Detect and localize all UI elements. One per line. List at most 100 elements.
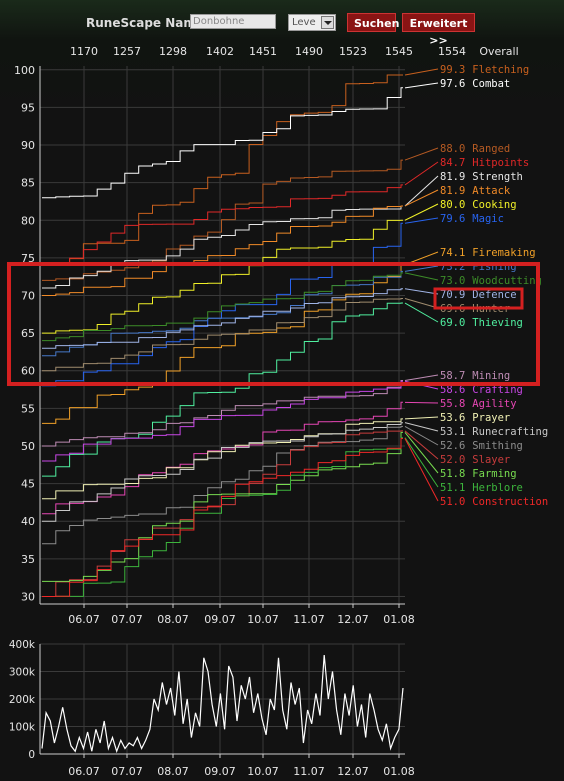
- sub-y-tick-label: 200k: [9, 694, 36, 706]
- legend-name: Cooking: [472, 199, 516, 211]
- advanced-button[interactable]: Erweitert >>: [402, 13, 475, 47]
- legend-value: 51.0: [440, 496, 465, 508]
- leader-line: [404, 422, 439, 432]
- legend-entry: 53.1 Runecrafting: [440, 426, 548, 438]
- legend-entry: 84.7 Hitpoints: [440, 157, 529, 169]
- skill-select[interactable]: Leve: [288, 14, 336, 31]
- legend-entry: 69.0 Thieving: [440, 317, 523, 329]
- y-tick-label: 70: [21, 289, 35, 302]
- sub-x-tick-label: 10.07: [247, 765, 279, 778]
- legend-entry: 81.9 Strength: [440, 171, 523, 183]
- series-line: [42, 380, 403, 447]
- legend-entry: 80.0 Cooking: [440, 199, 517, 211]
- chevron-down-icon[interactable]: [321, 16, 334, 29]
- legend-entry: 73.0 Woodcutting: [440, 275, 542, 287]
- legend-name: Hitpoints: [472, 157, 529, 169]
- legend-name: Slayer: [472, 454, 510, 466]
- leader-line: [404, 302, 439, 323]
- x-tick-label: 12.07: [337, 613, 369, 626]
- sub-x-tick-label: 01.08: [383, 765, 415, 778]
- legend-value: 81.9: [440, 171, 465, 183]
- legend-value: 58.7: [440, 370, 465, 382]
- leader-line: [404, 432, 439, 474]
- search-button[interactable]: Suchen: [347, 13, 399, 32]
- legend-name: Defence: [472, 289, 516, 301]
- legend-entry: 55.8 Agility: [440, 398, 517, 410]
- legend-entry: 88.0 Ranged: [440, 143, 510, 155]
- series-line: [42, 74, 403, 266]
- series-line: [42, 430, 403, 597]
- legend-value: 53.1: [440, 426, 465, 438]
- top-tick-label: 1451: [249, 45, 277, 58]
- series-line: [42, 422, 403, 522]
- legend-value: 51.1: [440, 482, 465, 494]
- leader-line: [404, 416, 439, 420]
- sub-y-tick-label: 300k: [9, 667, 36, 679]
- legend-entry: 52.6 Smithing: [440, 440, 523, 452]
- series-line: [42, 418, 403, 500]
- sub-x-tick-label: 11.07: [293, 765, 325, 778]
- legend-value: 97.6: [440, 78, 465, 90]
- top-tick-label: 1523: [339, 45, 367, 58]
- y-tick-label: 55: [21, 402, 35, 415]
- y-tick-label: 50: [21, 440, 35, 453]
- leader-line: [404, 82, 439, 89]
- x-tick-label: 11.07: [293, 613, 325, 626]
- legend-value: 81.9: [440, 185, 465, 197]
- name-input[interactable]: [190, 14, 276, 29]
- series-line: [42, 272, 403, 342]
- series-line: [42, 298, 403, 372]
- top-tick-label: 1490: [295, 45, 323, 58]
- legend-entry: 52.0 Slayer: [440, 454, 510, 466]
- series-line: [42, 380, 403, 462]
- x-tick-label: 09.07: [204, 613, 236, 626]
- x-tick-label: 01.08: [383, 613, 415, 626]
- legend-value: 88.0: [440, 143, 465, 155]
- search-bar: RuneScape Name: Leve Suchen Erweitert >>: [0, 10, 564, 47]
- y-tick-label: 65: [21, 327, 35, 340]
- x-tick-label: 07.07: [111, 613, 143, 626]
- y-tick-label: 95: [21, 101, 35, 114]
- y-tick-label: 85: [21, 177, 35, 190]
- leader-line: [404, 217, 439, 224]
- sub-x-tick-label: 06.07: [68, 765, 100, 778]
- legend-entry: 70.9 Defence: [440, 289, 517, 301]
- legend-value: 99.3: [440, 64, 465, 76]
- legend-value: 74.1: [440, 247, 465, 259]
- series-line: [42, 219, 403, 334]
- legend-entry: 81.9 Attack: [440, 185, 511, 197]
- legend-entry: 53.6 Prayer: [440, 412, 510, 424]
- sub-y-tick-label: 100k: [9, 722, 36, 734]
- series-line: [42, 270, 403, 357]
- leader-line: [404, 68, 439, 76]
- leader-line: [404, 288, 439, 295]
- legend-value: 52.6: [440, 440, 465, 452]
- legend-entry: 97.6 Combat: [440, 78, 510, 90]
- legend-value: 73.0: [440, 275, 465, 287]
- sub-x-tick-label: 07.07: [111, 765, 143, 778]
- legend-name: Thieving: [472, 317, 523, 329]
- legend-name: Attack: [472, 185, 511, 197]
- sub-x-tick-label: 09.07: [204, 765, 236, 778]
- legend-entry: 58.7 Mining: [440, 370, 510, 382]
- highlight-box: [7, 262, 540, 386]
- series-line: [42, 184, 403, 266]
- sub-y-tick-label: 0: [28, 749, 35, 761]
- legend-value: 55.8: [440, 398, 465, 410]
- legend-name: Prayer: [472, 412, 510, 424]
- series-line: [42, 302, 403, 477]
- leader-line: [404, 438, 439, 502]
- legend-name: Woodcutting: [472, 275, 542, 287]
- leader-line: [404, 265, 439, 272]
- y-tick-label: 35: [21, 553, 35, 566]
- y-tick-label: 45: [21, 478, 35, 491]
- legend-name: Agility: [472, 398, 516, 410]
- y-tick-label: 90: [21, 139, 35, 152]
- leader-line: [404, 298, 439, 309]
- legend-value: 84.7: [440, 157, 465, 169]
- leader-line: [404, 425, 439, 446]
- legend-value: 70.9: [440, 289, 465, 301]
- legend-name: Ranged: [472, 143, 510, 155]
- top-tick-label: 1298: [159, 45, 187, 58]
